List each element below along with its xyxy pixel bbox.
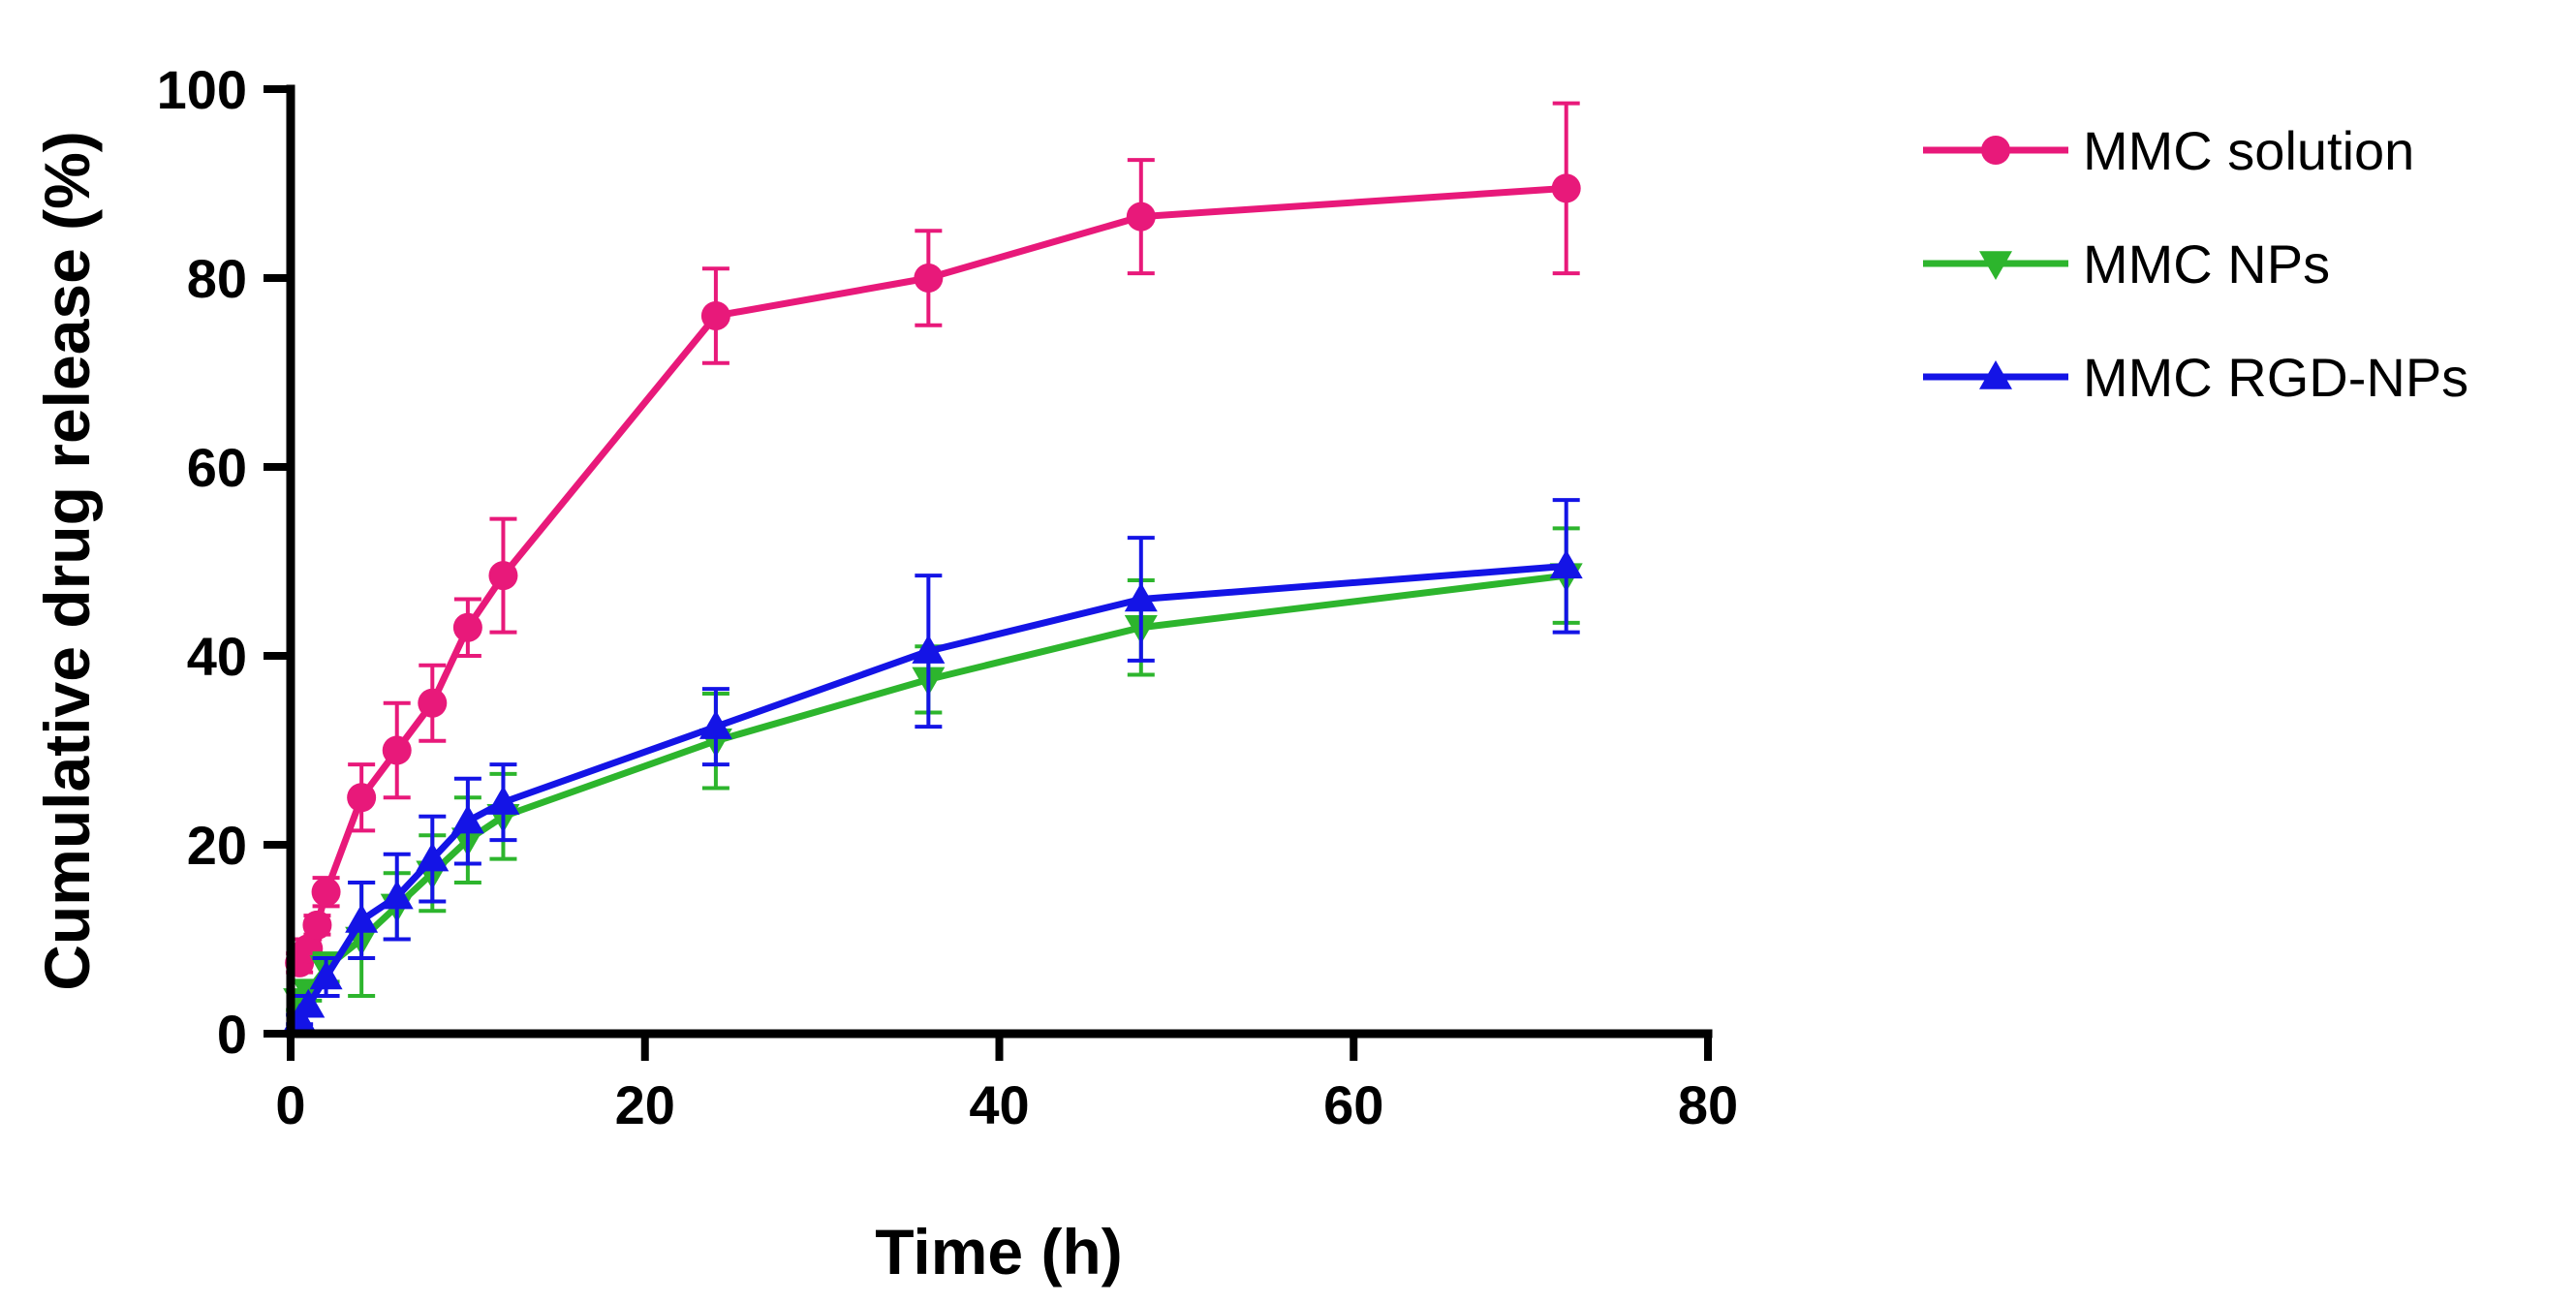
y-tick-label: 20 [187,815,247,876]
data-point [450,804,484,834]
data-point [1551,173,1581,203]
legend-item-mmc-nps: MMC NPs [1923,233,2330,295]
x-tick-label: 0 [275,1074,305,1135]
plot-area [283,101,1583,1033]
data-point [347,783,377,813]
data-point [452,612,482,642]
data-point [311,877,341,907]
legend-item-mmc-solution: MMC solution [1923,120,2414,181]
x-tick-label: 60 [1323,1074,1383,1135]
data-point [380,880,414,910]
data-point [1124,582,1158,612]
data-point [1126,202,1156,232]
y-tick-label: 40 [187,626,247,687]
data-point [302,910,332,940]
series-mmc-rgd-nps [283,498,1583,1033]
data-point [486,786,520,815]
x-tick-label: 40 [969,1074,1029,1135]
legend-label: MMC NPs [2083,233,2330,295]
data-point [698,710,732,739]
data-point [309,960,343,990]
data-point [292,988,326,1018]
legend-label: MMC solution [2083,120,2414,181]
y-tick-label: 0 [217,1004,247,1065]
data-point [345,904,379,933]
legend-swatch-marker [1981,136,2010,165]
tick-marks: 0 20 40 60 80 0 20 40 60 80 100 [157,59,1739,1135]
legend-swatch-marker [1979,251,2012,280]
data-point [914,264,944,293]
data-point [418,688,448,718]
legend: MMC solution MMC NPs MMC RGD-NPs [1923,120,2468,408]
data-point [1549,549,1583,579]
data-point [488,561,518,591]
y-tick-label: 100 [157,59,247,120]
y-tick-label: 80 [187,248,247,309]
series-mmc-nps [283,526,1583,1017]
data-point [912,635,946,664]
series-mmc-solution [285,101,1581,977]
data-point [382,735,412,765]
legend-item-mmc-rgd-nps: MMC RGD-NPs [1923,347,2468,408]
series-line [296,572,1567,1004]
series-line [296,562,1567,1022]
data-point [416,842,450,872]
x-tick-label: 20 [615,1074,675,1135]
x-axis-title: Time (h) [875,1216,1122,1287]
legend-label: MMC RGD-NPs [2083,347,2468,408]
legend-swatch-marker [1979,360,2012,389]
data-point [700,301,730,330]
x-tick-label: 80 [1678,1074,1738,1135]
y-axis-title: Cumulative drug release (%) [31,131,103,991]
y-tick-label: 60 [187,437,247,498]
